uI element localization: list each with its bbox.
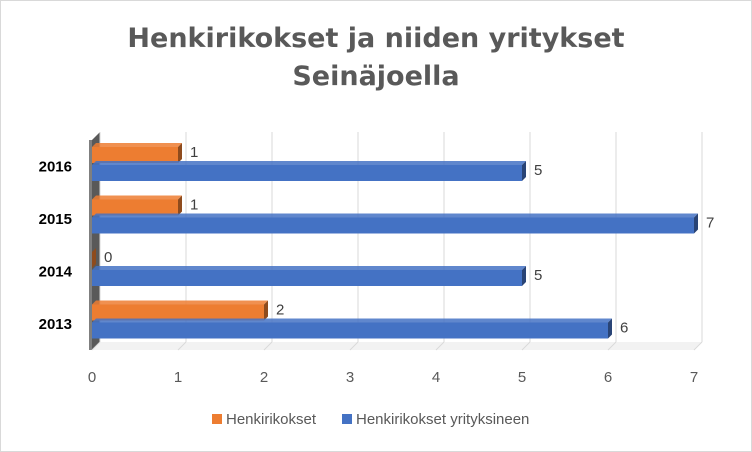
x-tick-label: 2 [260,369,268,386]
bar [92,217,694,234]
bar-side-face [264,300,268,321]
bar [92,304,264,321]
x-tick-label: 5 [518,369,526,386]
bar-top-face [92,161,526,165]
data-label: 5 [534,162,542,179]
gridline-base [435,341,445,351]
x-tick-label: 7 [690,369,698,386]
gridline-base [349,341,359,351]
chart-side-wall [92,132,100,350]
bar [92,322,608,339]
bar [92,270,522,286]
bar-top-face [92,300,268,305]
bar-side-face [178,143,182,163]
legend-swatch [342,414,352,424]
x-tick-label: 4 [432,369,440,386]
bar [92,147,178,163]
legend-label: Henkirikokset [226,411,317,428]
chart-floor [92,342,702,350]
bar [92,165,522,181]
bar-top-face [92,213,698,218]
data-label: 2 [276,302,284,319]
gridline-base [693,341,703,351]
bar-side-face [694,213,698,234]
y-category-label: 2013 [39,316,72,333]
x-tick-label: 0 [88,369,96,386]
gridline-base [177,341,187,351]
gridline-base [521,341,531,351]
bar-side-face [522,266,526,286]
gridline-base [607,341,617,351]
legend-swatch [212,414,222,424]
data-label: 1 [190,144,198,161]
data-label: 1 [190,197,198,214]
legend-label: Henkirikokset yrityksineen [356,411,529,428]
bar [92,199,178,216]
gridline-base [91,341,101,351]
bar-top-face [92,318,612,323]
data-label: 0 [104,249,112,266]
y-category-label: 2015 [39,211,72,228]
x-tick-label: 3 [346,369,354,386]
bar-side-face [178,195,182,216]
data-label: 7 [706,215,714,232]
chart-side-wall-edge [89,140,92,350]
bar-top-face [92,266,526,270]
bar-top-face [92,143,182,147]
bar-side-face [608,318,612,339]
chart-title-line-2: Seinäjoella [292,61,460,92]
x-tick-label: 1 [174,369,182,386]
chart-title: Henkirikokset ja niiden yritykset Seinäj… [0,20,752,96]
y-category-label: 2016 [39,158,72,175]
data-label: 5 [534,267,542,284]
gridline-base [263,341,273,351]
y-category-label: 2014 [39,263,73,280]
data-label: 6 [620,320,628,337]
bar-side-face [522,161,526,181]
chart-title-line-1: Henkirikokset ja niiden yritykset [127,23,625,54]
x-tick-label: 6 [604,369,612,386]
bar-side-face [92,248,96,268]
bar-top-face [92,195,182,200]
